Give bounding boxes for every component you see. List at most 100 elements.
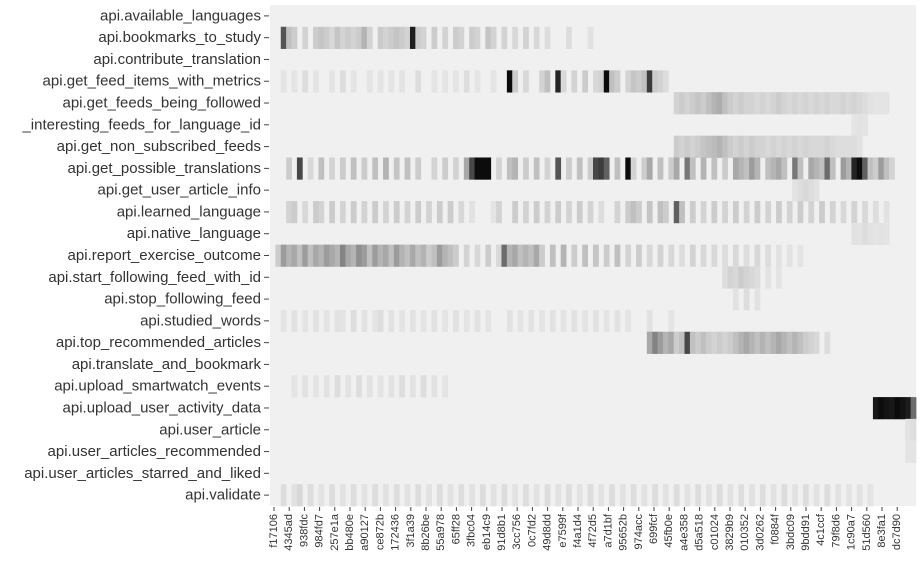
heatmap-cell [689, 244, 696, 267]
heatmap-cell [856, 135, 863, 158]
heatmap-cell [738, 331, 745, 354]
heatmap-cell [727, 135, 734, 158]
heatmap-cell [501, 26, 508, 49]
heatmap-cell [905, 397, 912, 420]
y-axis-label: api.start_following_feed_with_id [48, 269, 261, 286]
heatmap-cell [334, 244, 341, 267]
heatmap-cell [426, 244, 432, 267]
heatmap-cell [334, 375, 341, 398]
heatmap-cell [883, 157, 890, 180]
x-axis-label: 938fdc [298, 514, 310, 548]
heatmap-cell [819, 201, 825, 224]
heatmap-cell [867, 222, 874, 246]
heatmap-cell [819, 92, 825, 115]
heatmap-cell [560, 309, 567, 333]
heatmap-cell [388, 70, 395, 93]
heatmap-cell [426, 201, 432, 224]
heatmap-cell [792, 135, 798, 158]
heatmap-cell [856, 157, 863, 180]
heatmap-cell [765, 135, 772, 158]
heatmap-cell [528, 309, 535, 333]
heatmap-cell [668, 309, 675, 333]
x-axis-label: 8e3fa1 [876, 514, 888, 548]
heatmap-cell [689, 201, 696, 224]
x-axis-label: 51d560 [861, 514, 873, 551]
heatmap-cell [770, 157, 777, 180]
heatmap-cell [727, 484, 734, 507]
heatmap-cell [743, 244, 750, 267]
heatmap-cell [673, 201, 680, 224]
heatmap-cell [587, 157, 594, 180]
y-axis-label: api.contribute_translation [93, 51, 261, 68]
heatmap-cell [598, 157, 605, 180]
heatmap-cell [544, 70, 551, 93]
heatmap-cell [727, 331, 734, 354]
x-axis-label: 3f1a39 [405, 514, 417, 548]
heatmap-cell [706, 135, 712, 158]
heatmap-cell [722, 135, 728, 158]
heatmap-cell [711, 244, 718, 267]
heatmap-cell [614, 201, 621, 224]
heatmap-cell [485, 244, 492, 267]
x-axis-label: bb480e [344, 514, 356, 551]
heatmap-cell [770, 135, 777, 158]
heatmap-cell [528, 244, 535, 267]
heatmap-cell [286, 201, 292, 224]
heatmap-cell [323, 26, 330, 49]
heatmap-cell [420, 26, 427, 49]
heatmap-cell [345, 244, 352, 267]
heatmap-cell [706, 484, 712, 507]
heatmap-cell [415, 157, 422, 180]
heatmap-cell [802, 331, 809, 354]
x-axis-label: dc7d90 [891, 514, 903, 550]
x-axis-label: 4c1ccf [815, 513, 827, 546]
heatmap-cell [754, 288, 761, 311]
heatmap-cell [776, 266, 782, 289]
heatmap-cell [846, 157, 852, 180]
heatmap-cell [856, 222, 863, 246]
heatmap-cell [318, 201, 325, 224]
heatmap-cell [329, 157, 335, 180]
heatmap-cell [582, 70, 589, 93]
heatmap-cell [792, 179, 798, 202]
heatmap-cell [469, 201, 475, 224]
heatmap-cell [711, 201, 718, 224]
y-axis-label: api.learned_language [117, 203, 261, 220]
heatmap-cell [630, 484, 637, 507]
heatmap-cell [846, 92, 852, 115]
heatmap-cell [490, 70, 497, 93]
heatmap-cell [313, 375, 319, 398]
heatmap-cell [512, 201, 519, 224]
heatmap-cell [695, 92, 702, 115]
heatmap-cell [469, 484, 475, 507]
heatmap-cell [786, 92, 793, 115]
y-axis-label: _interesting_feeds_for_language_id [21, 116, 261, 133]
heatmap-cell [625, 70, 632, 93]
heatmap-cell [350, 309, 357, 333]
heatmap-cell [280, 26, 287, 49]
heatmap-cell [442, 375, 449, 398]
heatmap-cell [824, 484, 831, 507]
heatmap-cell [383, 244, 389, 267]
y-axis-label: api.get_possible_translations [68, 160, 261, 177]
y-axis-label: api.user_articles_recommended [48, 443, 261, 460]
heatmap-cell [732, 157, 739, 180]
heatmap-cell [700, 157, 707, 180]
heatmap-cell [409, 26, 416, 49]
heatmap-cell [700, 92, 707, 115]
heatmap-cell [776, 201, 782, 224]
heatmap-cell [404, 157, 411, 180]
heatmap-cell [555, 201, 562, 224]
heatmap-cell [291, 484, 298, 507]
heatmap-cell [415, 26, 422, 49]
heatmap-cell [296, 244, 303, 267]
heatmap-cell [792, 157, 798, 180]
heatmap-cell [765, 157, 772, 180]
heatmap-cell [668, 331, 675, 354]
heatmap-cell [776, 135, 782, 158]
heatmap-cell [409, 375, 416, 398]
heatmap-cell [878, 222, 885, 246]
heatmap-cell [366, 375, 373, 398]
heatmap-cell [307, 484, 314, 507]
